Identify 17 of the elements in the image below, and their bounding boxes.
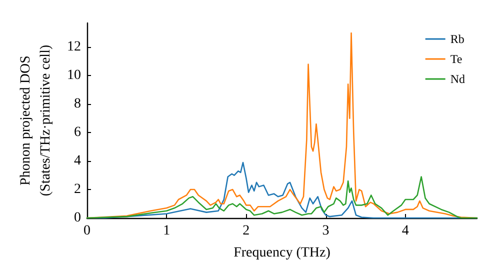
x-tick-label: 0: [84, 224, 90, 238]
y-tick-label: 0: [74, 210, 81, 226]
x-tick-label: 1: [163, 224, 170, 238]
y-tick-label: 2: [74, 182, 81, 198]
y-tick-label: 10: [67, 68, 81, 84]
x-tick-label: 2: [242, 224, 250, 238]
x-tick-label: 4: [402, 224, 409, 238]
legend-label: Rb: [450, 32, 464, 46]
x-axis-title: Frequency (THz): [234, 246, 331, 260]
y-axis-title: Phonon projected DOS (States/THz·primitive cell): [18, 44, 54, 196]
y-tick-label: 12: [67, 40, 81, 55]
legend-label: Nd: [450, 72, 466, 86]
y-tick-label: 8: [74, 96, 81, 112]
x-tick-label: 3: [322, 224, 330, 238]
y-tick-label: 4: [74, 154, 81, 169]
y-tick-label: 6: [74, 125, 81, 140]
legend-label: Te: [450, 52, 462, 66]
